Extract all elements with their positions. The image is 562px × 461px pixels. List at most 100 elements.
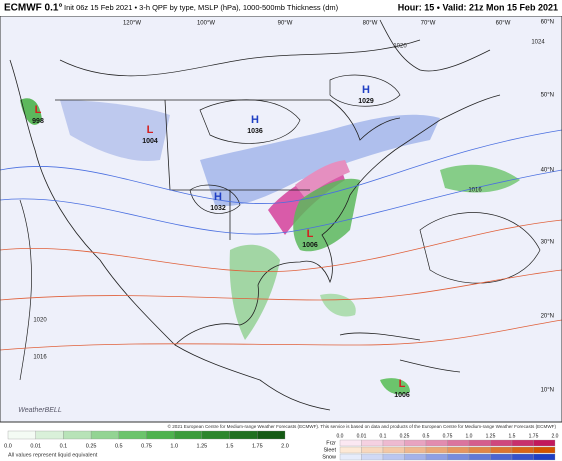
rain-swatch: [229, 430, 258, 440]
mixed-swatch: [361, 453, 384, 461]
isobar-label: 1020: [393, 44, 407, 50]
pressure-symbol: H: [362, 84, 370, 96]
pressure-value: 1006: [302, 242, 318, 249]
rain-scale-label: 1.0: [170, 443, 178, 449]
latitude-label: 60°N: [541, 20, 554, 26]
mixed-scale-label: 2.0: [552, 433, 559, 439]
model-name: ECMWF 0.1°: [4, 3, 62, 14]
coastlines: [9, 19, 501, 411]
pressure-symbol: L: [399, 378, 406, 390]
mixed-scale-label: 0.01: [357, 433, 367, 439]
mixed-swatch: [511, 453, 534, 461]
mixed-swatch: [468, 453, 491, 461]
pressure-symbol: H: [251, 114, 259, 126]
rain-swatch: [201, 430, 230, 440]
mixed-swatch: [511, 446, 534, 454]
rain-swatch: [35, 430, 64, 440]
mixed-swatch: [339, 453, 362, 461]
latitude-label: 50°N: [541, 93, 554, 99]
header-bar: [0, 0, 562, 16]
mixed-swatch: [404, 439, 427, 447]
mixed-scale-label: 1.25: [486, 433, 496, 439]
legend-note: All values represent liquid equivalent: [8, 452, 98, 458]
mixed-swatch: [533, 453, 556, 461]
credit: © 2021 European Centre for Medium-range …: [168, 423, 557, 429]
mixed-swatch: [490, 446, 513, 454]
mixed-swatch: [490, 453, 513, 461]
pressure-symbol: L: [307, 228, 314, 240]
mixed-swatch: [447, 439, 470, 447]
rain-scale-label: 1.75: [252, 443, 263, 449]
latitude-label: 20°N: [541, 314, 554, 320]
isobar-label: 1016: [468, 188, 482, 194]
mixed-swatch: [533, 439, 556, 447]
mixed-scale-label: 1.0: [466, 433, 473, 439]
mixed-swatch: [339, 439, 362, 447]
mixed-scale-label: 1.5: [509, 433, 516, 439]
longitude-label: 80°W: [363, 21, 378, 27]
precip-type-label: Snow: [322, 454, 336, 460]
precipitation: [20, 98, 520, 395]
latitude-label: 30°N: [541, 240, 554, 246]
precip-type-label: Frzr: [326, 440, 336, 446]
pressure-value: 1032: [210, 205, 226, 212]
rain-scale-label: 1.5: [226, 443, 234, 449]
mixed-swatch: [425, 446, 448, 454]
mixed-swatch: [511, 439, 534, 447]
mixed-swatch: [339, 446, 362, 454]
pressure-symbol: L: [35, 104, 42, 116]
description: Init 06z 15 Feb 2021 • 3-h QPF by type, …: [64, 3, 339, 12]
pressure-symbol: H: [214, 191, 222, 203]
mixed-swatch: [425, 453, 448, 461]
mixed-scale-label: 1.75: [529, 433, 539, 439]
isobar-label: 1024: [531, 40, 545, 46]
mixed-scale-label: 0.25: [400, 433, 410, 439]
rain-swatch: [118, 430, 147, 440]
isobar-label: 1016: [33, 355, 47, 361]
rain-swatch: [257, 430, 286, 440]
pressure-value: 1006: [394, 392, 410, 399]
mixed-scale-label: 0.1: [380, 433, 387, 439]
mixed-swatch: [533, 446, 556, 454]
rain-swatch: [90, 430, 119, 440]
contours: [0, 39, 562, 381]
rain-scale-label: 1.25: [197, 443, 208, 449]
mixed-swatch: [382, 446, 405, 454]
rain-scale-label: 0.1: [60, 443, 68, 449]
pressure-value: 998: [32, 118, 44, 125]
mixed-swatch: [361, 446, 384, 454]
rain-scale-label: 0.0: [4, 443, 12, 449]
longitude-label: 70°W: [421, 21, 436, 27]
rain-scale-label: 0.5: [115, 443, 123, 449]
latitude-label: 10°N: [541, 388, 554, 394]
rain-scale-label: 0.01: [30, 443, 41, 449]
longitude-label: 60°W: [496, 21, 511, 27]
rain-swatch: [174, 430, 203, 440]
mixed-swatch: [490, 439, 513, 447]
longitude-label: 120°W: [123, 21, 141, 27]
pressure-value: 1036: [247, 128, 263, 135]
mixed-swatch: [361, 439, 384, 447]
rain-swatch: [7, 430, 36, 440]
rain-swatch: [63, 430, 92, 440]
mixed-swatch: [447, 453, 470, 461]
valid-time: Hour: 15 • Valid: 21z Mon 15 Feb 2021: [398, 2, 558, 12]
pressure-symbol: L: [147, 124, 154, 136]
pressure-value: 1029: [358, 98, 374, 105]
longitude-label: 90°W: [278, 21, 293, 27]
mixed-swatch: [425, 439, 448, 447]
latitude-label: 40°N: [541, 168, 554, 174]
mixed-swatch: [468, 439, 491, 447]
mixed-scale-label: 0.5: [423, 433, 430, 439]
mixed-scale-label: 0.75: [443, 433, 453, 439]
rain-scale-label: 2.0: [281, 443, 289, 449]
mixed-swatch: [382, 439, 405, 447]
mixed-swatch: [468, 446, 491, 454]
rain-scale-label: 0.75: [141, 443, 152, 449]
logo: WeatherBELL: [18, 407, 62, 414]
mixed-swatch: [382, 453, 405, 461]
mixed-scale-label: 0.0: [337, 433, 344, 439]
precip-type-label: Sleet: [323, 447, 336, 453]
longitude-label: 100°W: [197, 21, 215, 27]
